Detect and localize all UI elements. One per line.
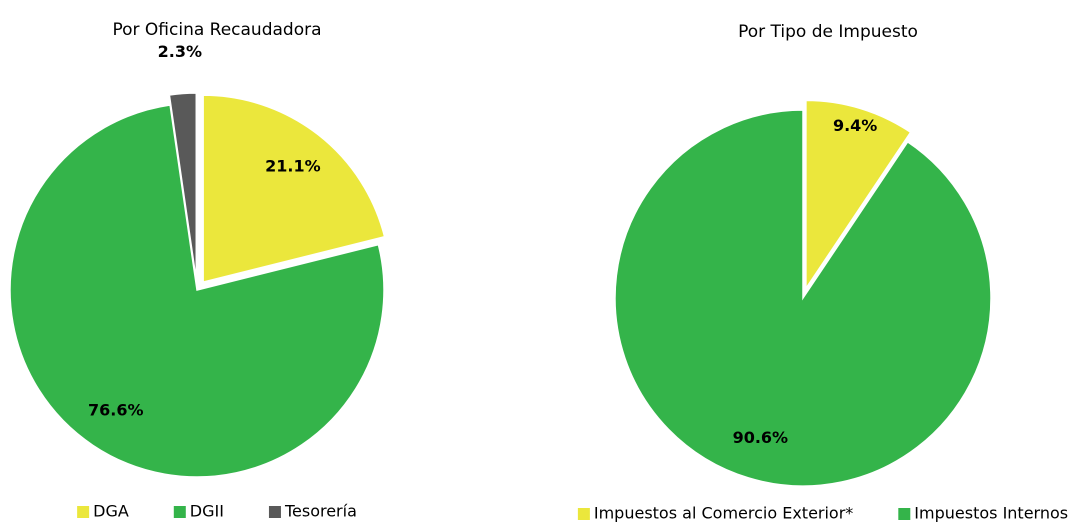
legend-label: Tesorería — [284, 502, 357, 521]
chart-title: Por Tipo de Impuesto — [738, 22, 918, 42]
legend-label: Impuestos al Comercio Exterior* — [594, 504, 853, 523]
chart-title: Por Oficina Recaudadora — [112, 20, 321, 40]
legend-swatch — [77, 506, 90, 518]
pie-slice — [168, 92, 198, 281]
data-label: 90.6% — [733, 428, 789, 447]
legend-swatch — [577, 508, 590, 520]
pie-slice — [805, 99, 912, 291]
data-label: 21.1% — [265, 157, 321, 176]
legend-label: Impuestos Internos — [914, 504, 1068, 523]
legend-label: DGII — [190, 502, 224, 521]
data-label: 9.4% — [833, 116, 877, 135]
legend-swatch — [173, 506, 186, 518]
pie-slice — [614, 109, 992, 487]
pie-slice — [9, 104, 385, 478]
legend-swatch — [898, 508, 911, 520]
data-label: 76.6% — [88, 401, 144, 420]
legend-swatch — [268, 506, 281, 518]
legend-label: DGA — [93, 502, 129, 521]
pie-slice — [202, 94, 386, 284]
data-label: 2.3% — [158, 42, 202, 61]
